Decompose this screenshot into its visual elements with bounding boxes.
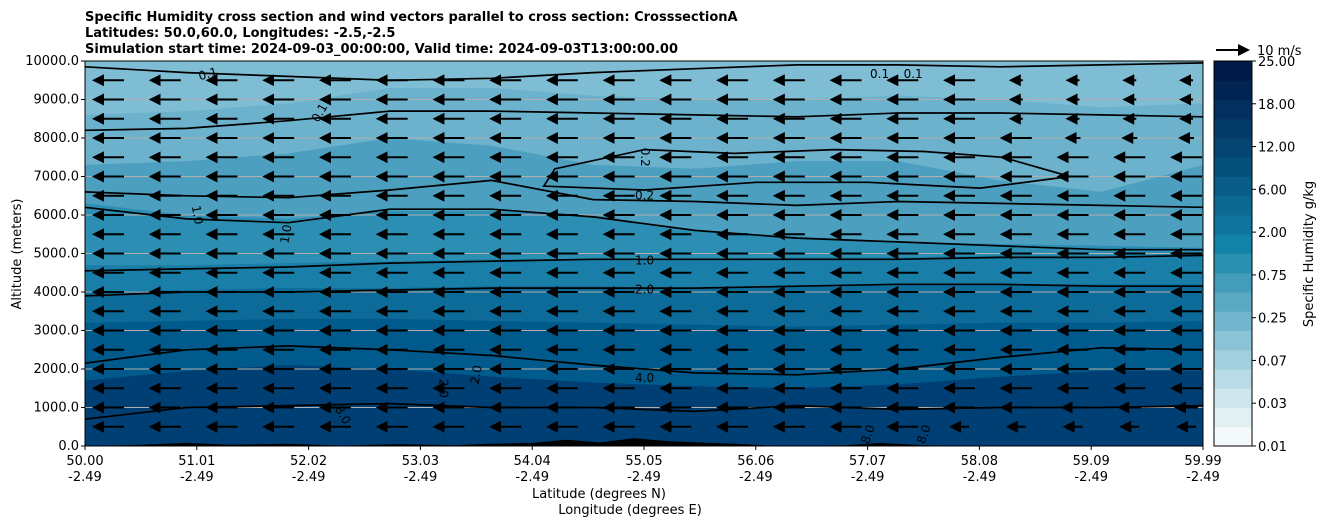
x-tick-label-lon: -2.49 [851, 470, 885, 485]
y-tick-label: 1000.0 [34, 401, 80, 416]
contour-label: 0.1 [870, 67, 889, 81]
colorbar-tick-label: 0.07 [1258, 354, 1287, 369]
x-tick-label-lat: 59.09 [1073, 454, 1110, 469]
wind-vector-layer [92, 74, 1202, 433]
colorbar-segment [1214, 388, 1252, 408]
contour-label: 0.2 [638, 148, 652, 167]
humidity-band [85, 365, 1203, 446]
contour-label: 2.0 [468, 364, 485, 385]
colorbar-label: Specific Humidity g/kg [1302, 181, 1317, 327]
colorbar-segment [1214, 272, 1252, 293]
x-tick-label-lat: 53.03 [402, 454, 439, 469]
colorbar-segment [1214, 253, 1252, 274]
x-tick-label-lat: 51.01 [178, 454, 215, 469]
title-line-2: Latitudes: 50.0,60.0, Longitudes: -2.5,-… [85, 26, 395, 41]
y-tick-label: 4000.0 [34, 285, 80, 300]
contour-label: 8.0 [858, 423, 878, 446]
colorbar-segment [1214, 99, 1252, 120]
colorbar-segment [1214, 330, 1252, 351]
x-tick-label-lat: 56.06 [737, 454, 774, 469]
colorbar-segment [1214, 195, 1252, 216]
y-axis: 0.0 1000.0 2000.0 3000.0 4000.0 5000.0 6000.0 7… [25, 54, 85, 454]
colorbar-segment [1214, 234, 1252, 254]
title-line-1: Specific Humidity cross section and wind… [85, 10, 738, 25]
x-tick-label-lat: 50.00 [66, 454, 103, 469]
colorbar-segment [1214, 407, 1252, 428]
contour-label: 1.0 [635, 254, 654, 268]
x-tick-label-lat: 57.07 [849, 454, 886, 469]
contour-label: 4.0 [635, 371, 654, 385]
title-line-3: Simulation start time: 2024-09-03_00:00:… [85, 42, 678, 57]
colorbar-segment [1214, 176, 1252, 197]
x-tick-label-lon: -2.49 [404, 470, 438, 485]
contour-label: 0.1 [904, 67, 923, 81]
x-tick-label-lon: -2.49 [515, 470, 549, 485]
x-tick-label-lon: -2.49 [963, 470, 997, 485]
colorbar-bands [1214, 61, 1252, 447]
colorbar-tick-label: 2.00 [1258, 226, 1287, 241]
x-tick-label-lon: -2.49 [739, 470, 773, 485]
colorbar-segment [1214, 349, 1252, 370]
wind-key: 10 m/s [1216, 44, 1302, 59]
colorbar-tick-label: 0.75 [1258, 269, 1287, 284]
colorbar-tick-label: 18.00 [1258, 98, 1295, 113]
y-tick-label: 5000.0 [34, 247, 80, 262]
contour-label: 0.2 [635, 188, 654, 202]
colorbar-tick-label: 0.25 [1258, 312, 1287, 327]
y-tick-label: 3000.0 [34, 324, 80, 339]
terrain-profile [85, 438, 1203, 446]
y-tick-label: 9000.0 [34, 93, 80, 108]
colorbar-tick-label: 0.01 [1258, 440, 1287, 455]
y-tick-label: 0.0 [58, 439, 79, 454]
x-tick-label-lat: 55.05 [625, 454, 662, 469]
colorbar: 0.01 0.03 0.07 0.25 0.75 2.00 6.00 12.00 18.00 25… [1213, 55, 1317, 455]
plot-area: 0.10.10.1 0.10.20.21.01.01.02.04.02.02.08… [84, 60, 1204, 447]
y-tick-label: 6000.0 [34, 208, 80, 223]
x-tick-label-lat: 58.08 [961, 454, 998, 469]
contour-line-1.0 [85, 206, 1203, 251]
y-tick-label: 2000.0 [34, 362, 80, 377]
colorbar-segment [1214, 215, 1252, 235]
contour-label: 1.0 [189, 204, 206, 225]
colorbar-segment [1214, 311, 1252, 331]
x-tick-label-lon: -2.49 [68, 470, 102, 485]
colorbar-ticks: 0.01 0.03 0.07 0.25 0.75 2.00 6.00 12.00 18.00 25… [1252, 55, 1295, 455]
colorbar-tick-label: 6.00 [1258, 183, 1287, 198]
colorbar-tick-label: 12.00 [1258, 141, 1295, 156]
colorbar-segment [1214, 292, 1252, 312]
y-tick-label: 8000.0 [34, 131, 80, 146]
x-axis: 50.00-2.4951.01-2.4952.02-2.4953.03-2.49… [66, 446, 1222, 485]
x-tick-label-lat: 54.04 [514, 454, 551, 469]
contour-label: 2.0 [635, 283, 654, 297]
y-tick-label: 7000.0 [34, 170, 80, 185]
x-tick-label-lon: -2.49 [1186, 470, 1220, 485]
colorbar-frame [1213, 60, 1253, 447]
chart-title: Specific Humidity cross section and wind… [85, 10, 738, 57]
colorbar-segment [1214, 426, 1252, 447]
colorbar-tick-label: 25.00 [1258, 55, 1295, 70]
contour-label: 8.0 [914, 423, 934, 446]
colorbar-segment [1214, 157, 1252, 177]
x-tick-label-lat: 52.02 [290, 454, 327, 469]
y-axis-label: Altitude (meters) [10, 199, 25, 310]
x-tick-label-lat: 59.99 [1184, 454, 1221, 469]
x-tick-label-lon: -2.49 [627, 470, 661, 485]
x-tick-label-lon: -2.49 [292, 470, 326, 485]
colorbar-tick-label: 0.03 [1258, 397, 1287, 412]
colorbar-segment [1214, 118, 1252, 139]
x-axis-label-latitude: Latitude (degrees N) [532, 487, 666, 502]
x-axis-label-longitude: Longitude (degrees E) [558, 503, 702, 518]
colorbar-segment [1214, 369, 1252, 389]
x-tick-label-lon: -2.49 [1074, 470, 1108, 485]
colorbar-segment [1214, 80, 1252, 100]
y-tick-label: 10000.0 [25, 54, 79, 69]
colorbar-segment [1214, 61, 1252, 81]
x-tick-label-lon: -2.49 [180, 470, 214, 485]
colorbar-segment [1214, 138, 1252, 158]
wind-key-label: 10 m/s [1257, 44, 1302, 59]
